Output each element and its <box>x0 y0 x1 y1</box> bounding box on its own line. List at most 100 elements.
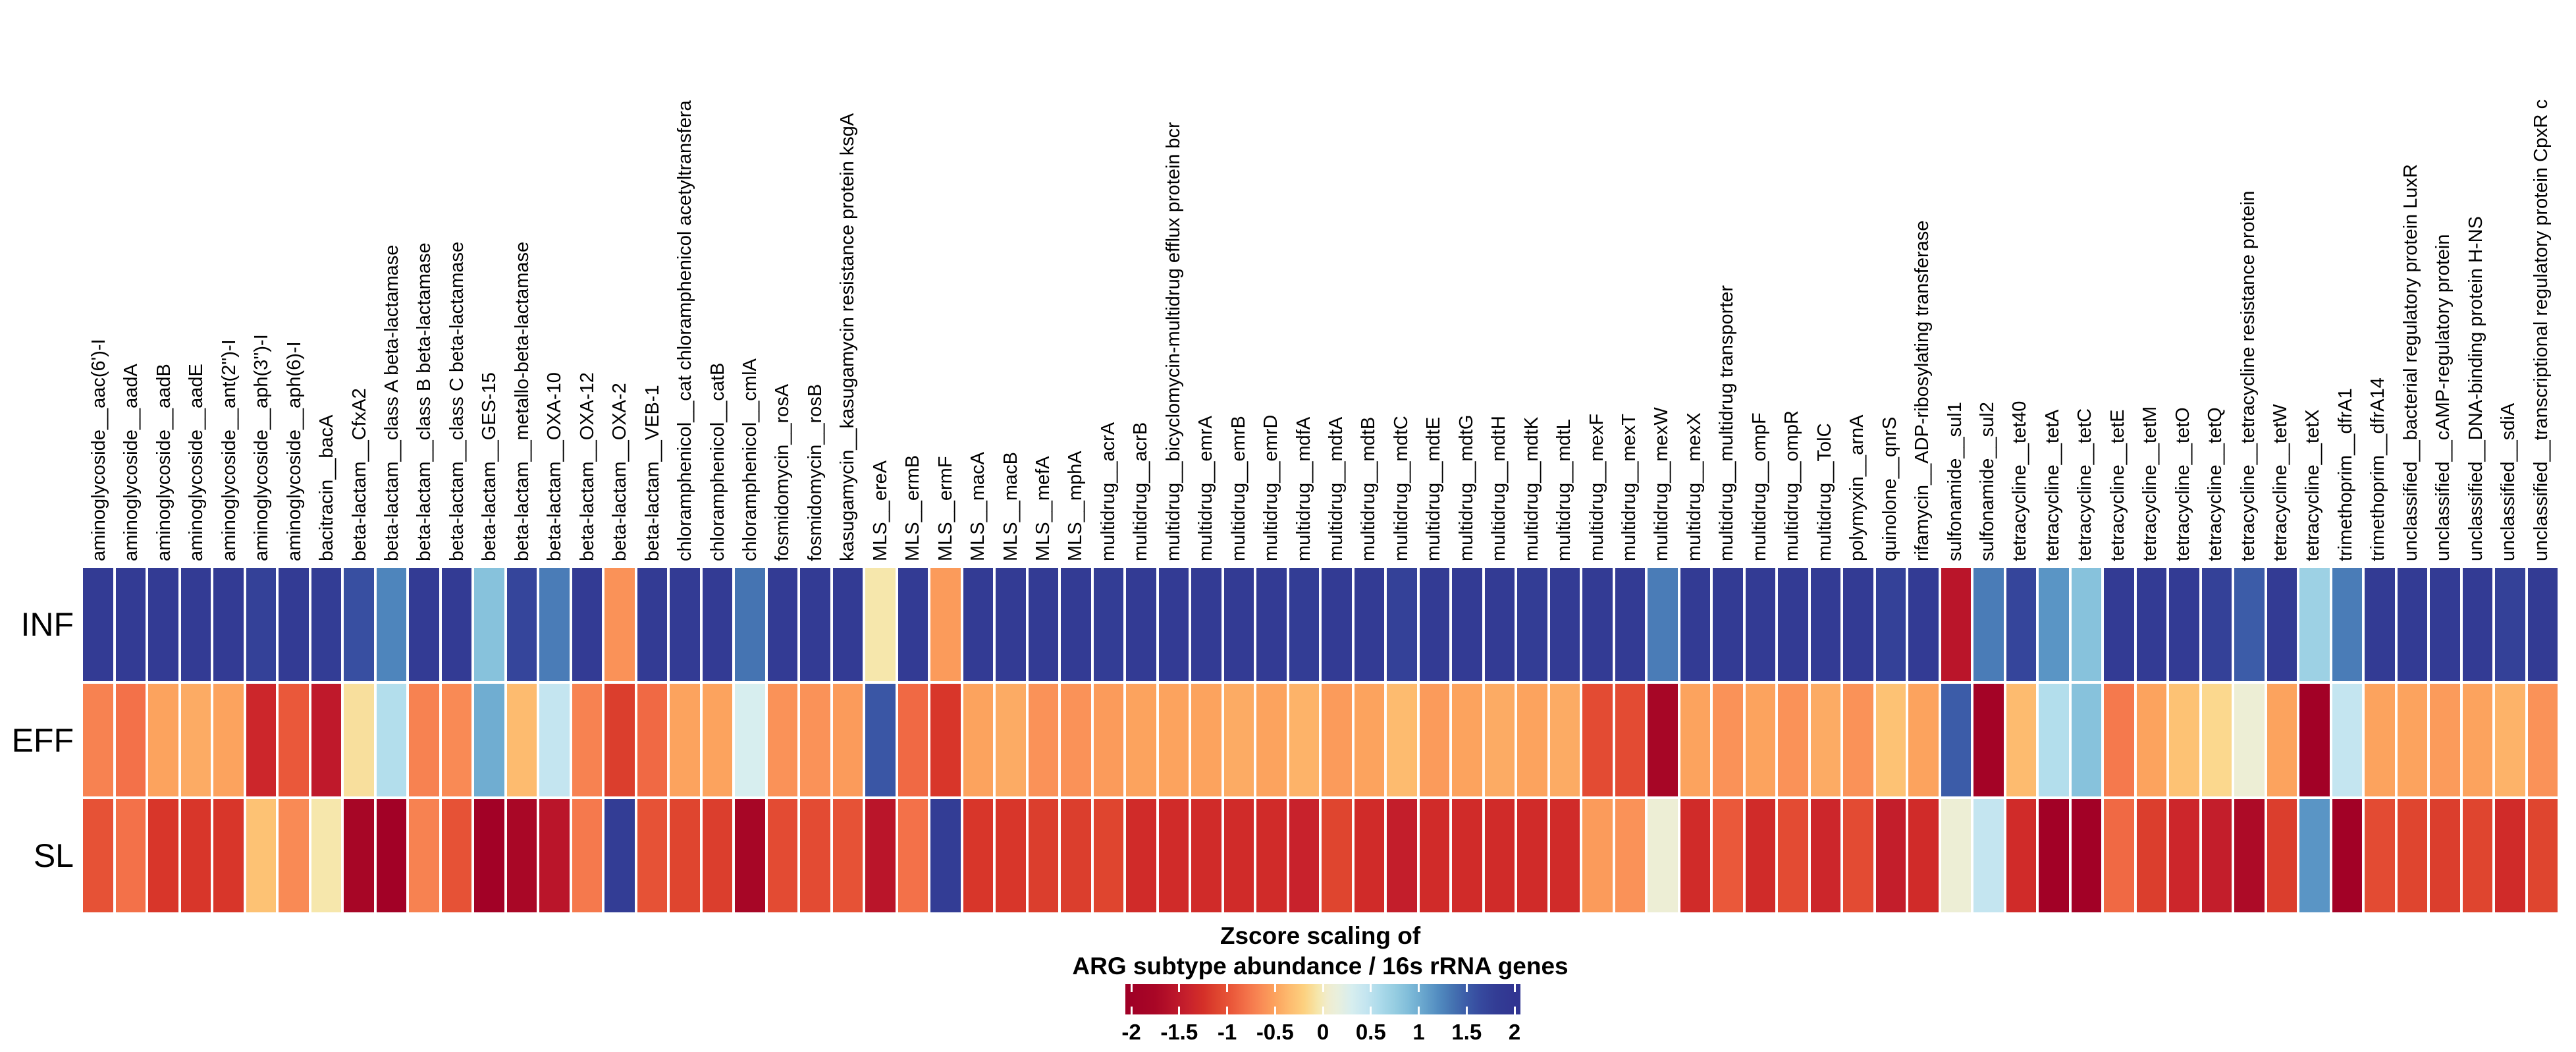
column-label: unclassified__transcriptional regulatory… <box>2530 99 2552 561</box>
colorbar-tick-mark <box>1465 984 1468 992</box>
column-label: MLS__mefA <box>1032 456 1054 561</box>
column-label: trimethoprim__dfrA14 <box>2367 377 2389 561</box>
heatmap-cell <box>441 683 471 797</box>
heatmap-cell <box>2039 683 2069 797</box>
column-label: trimethoprim__dfrA1 <box>2334 388 2356 561</box>
heatmap-cell <box>1973 568 2004 681</box>
column-label: tetracycline__tetracycline resistance pr… <box>2237 190 2259 561</box>
column-label: unclassified__DNA-binding protein H-NS <box>2465 216 2486 561</box>
heatmap-cell <box>1256 799 1287 912</box>
heatmap-cell <box>2397 683 2427 797</box>
legend-title-line1: Zscore scaling of <box>1220 922 1421 949</box>
column-label: tetracycline__tetA <box>2041 409 2063 561</box>
colorbar-tick-label: 2 <box>1508 1020 1521 1044</box>
heatmap-cell <box>148 799 178 912</box>
column-label: chloramphenicol__cat chloramphenicol ace… <box>674 100 696 561</box>
heatmap-cell <box>2430 683 2460 797</box>
heatmap-cell <box>963 568 993 681</box>
heatmap-cell <box>441 799 471 912</box>
heatmap-cell <box>1322 568 1352 681</box>
heatmap-cell <box>604 683 635 797</box>
column-label: multidrug__emrB <box>1227 416 1249 561</box>
heatmap-cell <box>1517 799 1547 912</box>
heatmap-cell <box>506 799 537 912</box>
heatmap-cell <box>702 683 732 797</box>
colorbar-tick-mark <box>1130 1007 1133 1014</box>
colorbar-tick-label: 1.5 <box>1451 1020 1482 1044</box>
heatmap-cell <box>1517 568 1547 681</box>
column-label: kasugamycin__kasugamycin resistance prot… <box>837 113 859 561</box>
heatmap-cell <box>2104 568 2134 681</box>
column-label: bacitracin__bacA <box>316 414 338 561</box>
heatmap-cell <box>2462 683 2492 797</box>
colorbar-tick-mark <box>1178 984 1181 992</box>
heatmap-cell <box>376 799 406 912</box>
heatmap-cell <box>180 568 211 681</box>
column-label: tetracycline__tetO <box>2172 407 2193 561</box>
heatmap-cell <box>2169 683 2199 797</box>
heatmap-cell <box>2495 568 2525 681</box>
heatmap-cell <box>1322 683 1352 797</box>
heatmap-cell <box>670 568 700 681</box>
colorbar-tick-mark <box>1513 1007 1516 1014</box>
heatmap-cell <box>1223 683 1254 797</box>
heatmap-cell <box>1582 799 1613 912</box>
colorbar-tick-mark <box>1226 1007 1228 1014</box>
heatmap-cell <box>1322 799 1352 912</box>
heatmap-cell <box>1745 799 1775 912</box>
heatmap-cell <box>1941 568 1971 681</box>
heatmap-cell <box>865 799 896 912</box>
heatmap-cell <box>1061 799 1091 912</box>
column-label: aminoglycoside__aadB <box>153 364 174 561</box>
heatmap-cell <box>1843 799 1873 912</box>
column-label: multidrug__mexT <box>1619 413 1640 561</box>
heatmap-cell <box>1289 799 1319 912</box>
heatmap-cell <box>83 683 113 797</box>
heatmap-cell <box>996 568 1026 681</box>
colorbar-tick-label: 0 <box>1316 1020 1329 1044</box>
colorbar-tick-mark <box>1322 1007 1324 1014</box>
column-label: multidrug__mdtC <box>1390 416 1412 561</box>
heatmap-cell <box>2071 799 2101 912</box>
colorbar-tick-mark <box>1465 1007 1468 1014</box>
heatmap-cell <box>1973 683 2004 797</box>
heatmap-cell <box>1941 799 1971 912</box>
heatmap-cell <box>180 683 211 797</box>
heatmap-cell <box>930 568 961 681</box>
heatmap-cell <box>376 683 406 797</box>
heatmap-cell <box>2039 799 2069 912</box>
heatmap-cell <box>1256 568 1287 681</box>
heatmap-cell <box>2267 568 2297 681</box>
heatmap-cell <box>83 568 113 681</box>
colorbar-tick-label: -0.5 <box>1256 1020 1294 1044</box>
heatmap-cell <box>2006 568 2036 681</box>
column-label: beta-lactam__VEB-1 <box>641 385 663 561</box>
heatmap-cell <box>213 568 244 681</box>
heatmap-cell <box>637 568 667 681</box>
colorbar-tick-mark <box>1274 984 1276 992</box>
heatmap-cell <box>344 683 374 797</box>
heatmap-cell <box>1126 799 1156 912</box>
heatmap-cell <box>800 568 830 681</box>
heatmap-cell <box>1419 568 1449 681</box>
heatmap-cell <box>1387 799 1417 912</box>
column-label: aminoglycoside__aadA <box>121 364 142 561</box>
heatmap-cell <box>2006 683 2036 797</box>
heatmap-cell <box>2365 799 2395 912</box>
column-label: MLS__ermB <box>902 455 924 561</box>
colorbar-tick-mark <box>1370 1007 1372 1014</box>
heatmap-cell <box>1680 683 1710 797</box>
heatmap-cell <box>1028 799 1058 912</box>
heatmap-cell <box>800 683 830 797</box>
column-label: tetracycline__tetE <box>2106 409 2128 561</box>
column-label: MLS__macA <box>967 451 989 561</box>
column-label: aminoglycoside__aadE <box>186 364 207 561</box>
heatmap-cell <box>898 799 928 912</box>
column-label: multidrug__mdtK <box>1520 416 1542 561</box>
heatmap-cell <box>1908 799 1939 912</box>
heatmap-cell <box>344 799 374 912</box>
column-label: beta-lactam__OXA-2 <box>609 383 631 561</box>
heatmap-cell <box>1354 568 1384 681</box>
heatmap-cell <box>1354 799 1384 912</box>
